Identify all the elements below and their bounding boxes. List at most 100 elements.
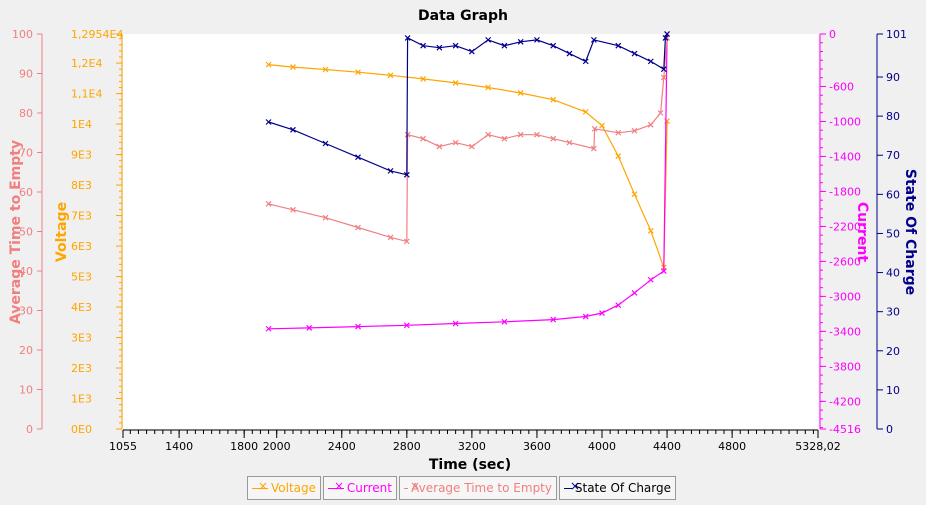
current-tick-label: -3400 [829,325,861,338]
voltage-tick-label: 8E3 [71,179,92,192]
state-of-charge-point [322,140,329,147]
state-of-charge-point [404,34,411,41]
soc-tick-label: 60 [886,188,900,201]
ate-tick-label: 70 [19,147,33,160]
state-of-charge-point [436,44,443,51]
soc-tick-label: 50 [886,227,900,240]
voltage-tick-label: 6E3 [71,240,92,253]
soc-tick-label: 101 [886,28,907,41]
current-point [355,323,361,330]
voltage-point [387,72,394,79]
state-of-charge-point [403,171,410,178]
x-tick-label: 1400 [165,440,193,453]
voltage-tick-label: 9E3 [71,149,92,162]
legend-voltage[interactable]: Voltage [247,476,321,500]
average-time-to-empty-point [615,129,622,136]
voltage-point [420,76,427,82]
voltage-point [517,90,524,96]
chart-title: Data Graph [418,8,508,24]
state-of-charge-point [664,31,670,37]
plot-area [123,34,818,429]
voltage-point [599,122,605,129]
voltage-swatch-icon [252,479,268,493]
voltage-tick-label: 1E3 [71,393,92,406]
ate-tick-label: 80 [19,107,33,120]
voltage-tick-label: 4E3 [71,301,92,314]
state-of-charge-point [452,42,459,49]
ate-tick-label: 10 [19,384,33,397]
x-tick-label: 4000 [588,440,616,453]
state-of-charge-point [582,58,589,65]
legend-ate[interactable]: Average Time to Empty [399,476,557,500]
x-tick-label: 4800 [718,440,746,453]
average-time-to-empty-point [322,214,329,221]
voltage-tick-label: 3E3 [71,332,92,345]
average-time-to-empty-point [420,135,427,142]
soc-axis-title: State Of Charge [902,169,918,295]
current-point [452,320,459,327]
soc-tick-label: 10 [886,384,900,397]
voltage-tick-label: 1,1E4 [71,88,102,101]
state-of-charge-point [566,50,573,57]
state-of-charge-point [485,36,492,43]
current-point [599,310,605,316]
state-of-charge-point [468,48,475,55]
current-axis-title: Current [854,202,870,263]
voltage-point [647,227,654,234]
average-time-to-empty-point [436,143,443,150]
current-swatch-icon [328,479,344,493]
state-of-charge-point [501,42,508,49]
x-tick-label: 5328,02 [795,440,841,453]
ate-swatch-icon [404,479,421,493]
voltage-point [550,96,557,103]
state-of-charge-point [660,66,667,73]
voltage-point [290,64,296,70]
soc-tick-label: 40 [886,267,900,280]
legend-soc-label: State Of Charge [574,481,671,495]
voltage-tick-label: 1,2E4 [71,57,102,70]
current-point [615,302,622,309]
state-of-charge-point [631,50,638,57]
state-of-charge-point [615,42,622,49]
voltage-point [631,191,638,198]
average-time-to-empty-point [290,206,296,213]
voltage-point [265,61,272,68]
current-tick-label: -2600 [829,255,861,268]
x-tick-label: 1800 [230,440,258,453]
ate-tick-label: 20 [19,344,33,357]
voltage-axis-title: Voltage [54,202,70,262]
ate-tick-label: 60 [19,186,33,199]
soc-tick-label: 0 [886,423,893,436]
current-tick-label: -1800 [829,185,861,198]
voltage-tick-label: 5E3 [71,271,92,284]
state-of-charge-point [534,36,540,43]
soc-tick-label: 70 [886,149,900,162]
current-tick-label: -4200 [829,395,861,408]
voltage-point [452,79,459,86]
voltage-point [615,153,622,160]
x-axis-title: Time (sec) [429,457,511,473]
legend-soc[interactable]: State Of Charge [559,476,676,500]
average-time-to-empty-point [265,200,272,207]
current-tick-label: -1000 [829,115,861,128]
x-tick-label: 3200 [458,440,486,453]
ate-tick-label: 100 [12,28,33,41]
ate-tick-label: 30 [19,305,33,318]
soc-tick-label: 20 [886,345,900,358]
state-of-charge-point [420,42,427,49]
legend-voltage-label: Voltage [270,481,316,495]
x-tick-label: 2000 [263,440,291,453]
soc-tick-label: 80 [886,110,900,123]
soc-swatch-icon [564,479,580,493]
average-time-to-empty-point [550,135,557,142]
current-point [501,318,508,325]
current-tick-label: -3000 [829,290,861,303]
voltage-tick-label: 1E4 [71,118,92,131]
x-tick-label: 2800 [393,440,421,453]
average-time-to-empty-point [631,127,638,134]
average-time-to-empty-point [647,121,654,128]
legend-current[interactable]: Current [323,476,397,500]
current-point [306,324,313,331]
average-time-to-empty-point [387,234,394,241]
